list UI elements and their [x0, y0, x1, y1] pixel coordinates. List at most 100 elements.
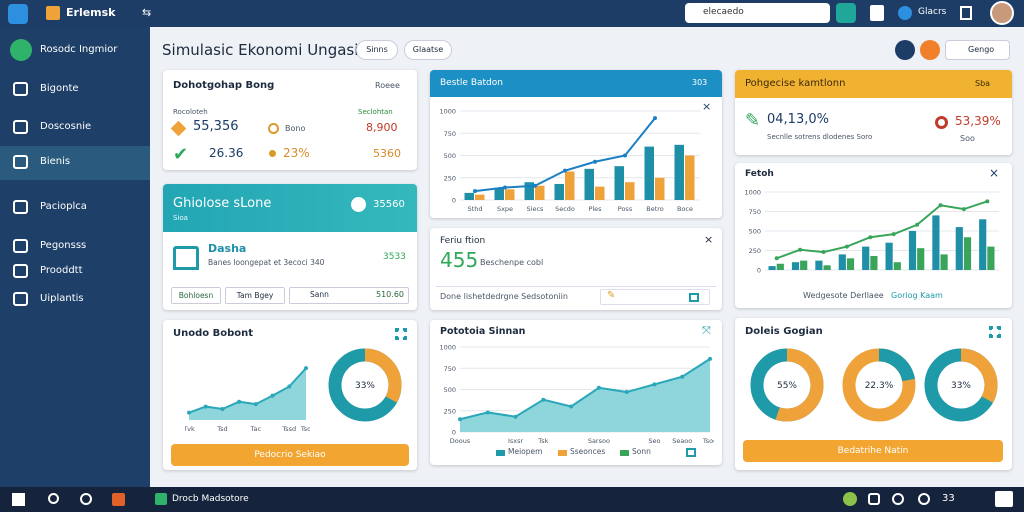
donut-chart: 33%	[924, 348, 998, 422]
grid-icon[interactable]	[686, 448, 696, 457]
header-icon[interactable]	[920, 40, 940, 60]
stat-sub: 23%	[283, 146, 310, 160]
card-action[interactable]: Roeee	[375, 81, 400, 90]
bar	[862, 246, 870, 270]
app-icon[interactable]	[155, 493, 167, 505]
action-button[interactable]: Pedocrio Sekiao	[171, 444, 409, 466]
language-select[interactable]: Gengo	[945, 40, 1010, 60]
bar	[800, 260, 808, 270]
stat-right: 8,900	[366, 121, 398, 134]
line-point	[596, 385, 601, 390]
page-title: Simulasic Ekonomi Ungasia	[162, 41, 368, 59]
legend-label: Meiopem	[508, 447, 543, 456]
bar	[475, 194, 485, 200]
line-point	[938, 203, 943, 208]
tray-icon[interactable]	[868, 493, 880, 505]
legend-label: Sonn	[632, 447, 651, 456]
grid-icon[interactable]	[689, 293, 699, 302]
donut-label: 55%	[777, 381, 797, 391]
edit-icon[interactable]: ✎	[607, 290, 616, 301]
footer-text: Done lishetdedrgne Sedsotoniin	[440, 292, 568, 301]
tray-icon[interactable]	[892, 493, 904, 505]
nav-item[interactable]: Pegonsss	[40, 240, 87, 251]
bar	[838, 254, 846, 270]
footer-link[interactable]: Goriog Kaam	[891, 291, 943, 300]
bar	[963, 237, 972, 270]
nav-item[interactable]: Pacioplca	[40, 201, 87, 212]
header-value: 35560	[373, 199, 405, 210]
donut-label: 22.3%	[865, 381, 894, 391]
chip-group[interactable]: Sann 510.60	[289, 287, 409, 304]
line-point	[270, 393, 275, 398]
feature-footer: Done lishetdedrgne Sedsotoniin ✎	[436, 286, 716, 306]
bar	[908, 231, 917, 270]
search-button[interactable]	[836, 3, 856, 23]
y-tick-label: 0	[452, 197, 456, 205]
bar-chart: 0 250 500 750 1000	[744, 189, 999, 273]
header-badge: 303	[692, 78, 708, 87]
search-button[interactable]	[48, 493, 59, 504]
bar	[823, 265, 831, 270]
line-point	[798, 247, 803, 252]
user-name: Glacrs	[918, 7, 947, 17]
app-logo[interactable]	[8, 4, 28, 24]
y-tick-label: 750	[444, 365, 456, 373]
line-point	[203, 404, 208, 409]
nav-item[interactable]: Bigonte	[40, 83, 79, 94]
footer-tools[interactable]: ✎	[600, 289, 710, 305]
task-view[interactable]	[80, 493, 92, 505]
tray-icon[interactable]	[843, 492, 857, 506]
notify-icon[interactable]	[870, 5, 884, 21]
close-icon[interactable]: ×	[989, 166, 1000, 180]
sidebar: Rosodc Ingmior Bigonte Doscosnie Bienis Pac…	[0, 27, 150, 487]
line-point	[187, 410, 191, 415]
y-tick-label: 500	[444, 152, 456, 160]
taskbar-app[interactable]: Drocb Madsotore	[172, 494, 249, 504]
x-tick-label: Ples	[588, 205, 602, 213]
nav-item[interactable]: Doscosnie	[40, 121, 92, 132]
y-tick-label: 250	[444, 407, 456, 415]
teal-card: Ghiolose sLone Sioa 35560 Dasha Banes lo…	[163, 184, 417, 310]
y-tick-label: 250	[444, 174, 456, 182]
chip[interactable]: Bohloesn	[171, 287, 221, 304]
line	[776, 200, 988, 260]
bar	[614, 166, 624, 200]
bar	[768, 266, 776, 270]
donut-arc	[328, 348, 402, 422]
expand-icon[interactable]: ⤧	[702, 324, 711, 337]
card-subtitle: Sioa	[173, 214, 188, 222]
bar-chart: 0 250 500 750 1000 Sthd Sxpe Siecs Secdo Ples Poss…	[439, 108, 700, 213]
nav-item[interactable]: Uiplantis	[40, 293, 84, 304]
y-tick-label: 750	[444, 130, 456, 138]
menu-icon[interactable]	[960, 6, 972, 20]
header-button[interactable]: Glaatse	[404, 40, 452, 60]
avatar[interactable]	[990, 1, 1014, 25]
close-icon[interactable]: ×	[702, 100, 712, 113]
user-icon[interactable]	[898, 6, 912, 20]
nav-item[interactable]: Bienis	[40, 156, 71, 167]
search-box[interactable]: elecaedo	[685, 3, 830, 23]
tray-icon[interactable]	[918, 493, 930, 505]
card-action[interactable]: Sba	[975, 79, 991, 88]
sidebar-title: Rosodc Ingmior	[40, 44, 118, 55]
bar	[494, 188, 504, 200]
app-icon[interactable]	[112, 493, 125, 506]
chip[interactable]: Tam Bgey	[225, 287, 285, 304]
action-button[interactable]: Bedatrihe Natin	[743, 440, 1003, 462]
header-button[interactable]: Sinns	[356, 40, 398, 60]
nav-item[interactable]: Prooddtt	[40, 265, 83, 276]
card-header	[163, 184, 417, 232]
notifications[interactable]	[995, 491, 1013, 507]
start-button[interactable]	[12, 493, 25, 506]
line-point	[220, 407, 225, 412]
y-tick-label: 500	[444, 386, 456, 394]
grid-icon[interactable]	[989, 326, 1001, 338]
legend-swatch	[620, 450, 629, 456]
line-point	[624, 390, 629, 395]
bar	[917, 248, 925, 270]
close-icon[interactable]: ×	[704, 233, 714, 246]
stat-sub: Soo	[960, 134, 975, 143]
menu-toggle[interactable]: ⇆	[142, 6, 152, 19]
grid-icon[interactable]	[395, 328, 407, 340]
header-icon[interactable]	[895, 40, 915, 60]
